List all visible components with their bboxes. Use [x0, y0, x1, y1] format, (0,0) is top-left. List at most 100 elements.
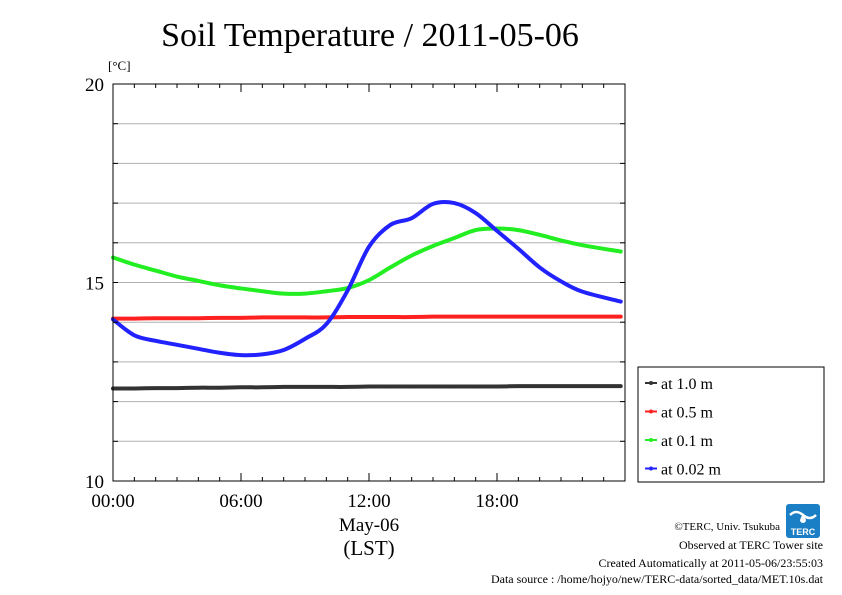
data-point-at-0-1-m	[388, 266, 392, 269]
data-point-at-0-5-m	[495, 315, 499, 319]
data-source-credit: Data source : /home/hojyo/new/TERC-data/…	[490, 572, 823, 586]
data-point-at-1-0-m	[303, 385, 307, 389]
data-point-at-0-1-m	[474, 228, 478, 232]
data-point-at-0-02-m	[619, 300, 623, 303]
series-line-at-0-5-m	[111, 314, 623, 321]
observation-site-credit: Observed at TERC Tower site	[678, 538, 823, 552]
legend-label: at 0.5 m	[661, 405, 714, 422]
data-point-at-0-02-m	[367, 245, 371, 249]
data-point-at-0-5-m	[154, 316, 158, 320]
data-point-at-1-0-m	[282, 385, 286, 389]
data-point-at-0-5-m	[196, 316, 200, 320]
data-point-at-0-5-m	[303, 316, 307, 319]
data-point-at-1-0-m	[196, 386, 200, 390]
data-point-at-0-02-m	[474, 211, 478, 215]
data-point-at-1-0-m	[538, 384, 542, 388]
data-point-at-1-0-m	[218, 386, 222, 390]
data-point-at-0-02-m	[132, 333, 136, 337]
data-point-at-0-02-m	[303, 337, 307, 341]
data-point-at-0-1-m	[218, 283, 222, 287]
data-point-at-0-1-m	[516, 228, 520, 232]
data-point-at-1-0-m	[239, 385, 243, 389]
legend: at 1.0 m at 0.5 m at 0.1 m at 0.02 m	[637, 366, 825, 483]
data-point-at-0-5-m	[559, 315, 563, 319]
data-point-at-0-02-m	[431, 202, 435, 206]
series-line-at-1-0-m	[111, 384, 623, 391]
data-point-at-1-0-m	[516, 384, 520, 388]
data-point-at-0-02-m	[282, 348, 286, 352]
data-point-at-1-0-m	[260, 385, 264, 389]
data-point-at-1-0-m	[367, 385, 371, 388]
data-point-at-0-1-m	[538, 233, 542, 237]
data-point-at-1-0-m	[559, 384, 563, 388]
data-point-at-0-5-m	[282, 316, 286, 319]
data-point-at-1-0-m	[388, 385, 392, 388]
data-point-at-0-5-m	[388, 315, 392, 319]
data-point-at-0-1-m	[303, 292, 307, 296]
legend-box	[637, 366, 825, 483]
data-point-at-0-5-m	[324, 316, 328, 319]
legend-swatch-dot	[649, 381, 653, 385]
data-point-at-0-5-m	[431, 315, 435, 319]
data-point-at-0-5-m	[218, 316, 222, 320]
data-point-at-1-0-m	[452, 385, 456, 388]
data-point-at-0-1-m	[239, 287, 243, 290]
data-point-at-1-0-m	[324, 385, 328, 389]
legend-swatch-dot	[649, 409, 653, 414]
data-point-at-0-02-m	[538, 266, 542, 269]
data-point-at-0-5-m	[410, 315, 414, 319]
x-tick-label: 00:00	[91, 491, 134, 512]
data-point-at-0-1-m	[559, 239, 563, 242]
copyright-credit: ©TERC, Univ. Tsukuba	[674, 521, 780, 533]
data-point-at-0-02-m	[495, 229, 499, 233]
y-tick-label: 10	[85, 472, 104, 493]
data-point-at-0-5-m	[260, 316, 264, 319]
data-point-at-1-0-m	[346, 385, 350, 389]
series-line-at-0-02-m	[111, 199, 623, 358]
data-point-at-1-0-m	[154, 386, 158, 390]
data-point-at-0-5-m	[538, 315, 542, 319]
x-tick-label: 18:00	[475, 491, 518, 512]
x-tick-label: 12:00	[347, 491, 390, 512]
series-layer	[111, 199, 623, 391]
series-line-at-0-1-m	[111, 226, 623, 296]
data-point-at-0-02-m	[452, 201, 456, 205]
data-point-at-0-5-m	[474, 315, 478, 319]
x-axis-label-lst: (LST)	[343, 536, 394, 560]
data-point-at-0-02-m	[154, 339, 158, 343]
y-unit-label: [°C]	[108, 58, 131, 73]
data-point-at-0-1-m	[324, 289, 328, 293]
data-point-at-0-5-m	[239, 316, 243, 320]
data-point-at-1-0-m	[410, 385, 414, 388]
data-point-at-0-5-m	[516, 315, 520, 319]
legend-swatch-dot	[649, 466, 653, 471]
data-point-at-0-02-m	[559, 279, 563, 283]
data-point-at-0-5-m	[452, 315, 456, 319]
data-point-at-0-1-m	[196, 279, 200, 283]
x-axis: 00:00 06:00 12:00 18:00	[91, 84, 626, 512]
data-point-at-0-02-m	[516, 247, 520, 251]
data-point-at-0-02-m	[388, 223, 392, 227]
data-point-at-0-1-m	[431, 244, 435, 248]
data-point-at-0-02-m	[196, 347, 200, 351]
data-point-at-1-0-m	[580, 384, 584, 388]
creation-time-credit: Created Automatically at 2011-05-06/23:5…	[598, 556, 823, 570]
data-point-at-0-1-m	[619, 250, 623, 253]
data-point-at-0-5-m	[175, 316, 179, 320]
chart-title: Soil Temperature / 2011-05-06	[161, 17, 579, 54]
data-point-at-0-5-m	[367, 315, 371, 319]
data-point-at-0-1-m	[175, 275, 179, 278]
data-point-at-1-0-m	[495, 385, 499, 388]
data-point-at-0-02-m	[324, 322, 328, 326]
grid-lines	[113, 123, 625, 442]
data-point-at-0-5-m	[346, 315, 350, 319]
data-point-at-0-1-m	[452, 236, 456, 240]
x-axis-label: May-06	[339, 515, 399, 536]
data-point-at-0-1-m	[410, 254, 414, 257]
logo-text: TERC	[791, 527, 816, 537]
data-point-at-0-1-m	[260, 289, 264, 293]
data-point-at-0-02-m	[175, 343, 179, 347]
x-tick-label: 06:00	[219, 491, 262, 512]
data-point-at-0-02-m	[346, 289, 350, 292]
